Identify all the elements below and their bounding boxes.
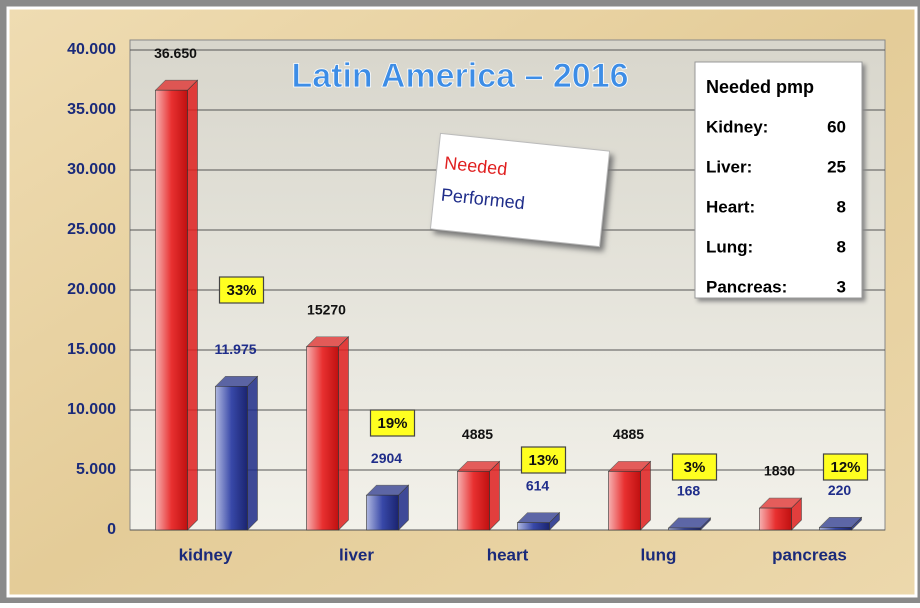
annotation: 19% [377,415,407,432]
chart-title: Latin America – 2016 [291,57,628,95]
bar [306,346,339,531]
info-label: Heart: [706,197,755,216]
annotation-box [520,446,567,474]
info-label: Liver: [706,157,752,176]
info-title: Needed pmp [706,77,814,97]
x-tick-label: liver [339,545,374,564]
bar [457,471,490,531]
bar [608,471,641,531]
annotation: 13% [528,452,558,469]
bar [155,89,188,531]
legend-box [429,132,611,248]
bar [215,385,248,531]
annotation: 33% [226,282,256,299]
bar [366,494,399,531]
value-label: 1830 [764,463,795,479]
info-value: 3 [837,277,846,296]
info-box-bg [694,61,863,299]
y-tick-label: 5.000 [76,461,116,478]
value-label: 168 [677,483,701,499]
bar [668,527,701,531]
y-tick-label: 10.000 [67,401,116,418]
y-tick-label: 30.000 [67,161,116,178]
y-tick-label: 20.000 [67,281,116,298]
value-label: 220 [828,482,852,498]
bar-side [338,336,349,531]
legend: Needed Performed [429,132,611,248]
x-tick-label: heart [487,545,529,564]
y-tick-label: 15.000 [67,341,116,358]
y-tick-label: 25.000 [67,221,116,238]
annotation-box [369,409,416,437]
value-label: 2904 [371,450,402,466]
value-label: 36.650 [154,45,197,61]
annotation-box [822,453,869,481]
bar-side [640,460,651,531]
info-value: 8 [837,197,846,216]
value-label: 4885 [462,426,493,442]
y-tick-label: 35.000 [67,101,116,118]
info-label: Lung: [706,237,753,256]
info-value: 8 [837,237,846,256]
info-label: Kidney: [706,117,768,136]
info-label: Pancreas: [706,277,787,296]
annotation: 12% [830,459,860,476]
y-tick-label: 40.000 [67,41,116,58]
info-box: Needed pmp Kidney: 60 Liver: 25 Heart: 8 Lung:… [694,61,863,299]
info-value: 25 [827,157,846,176]
bar [517,522,550,531]
value-label: 614 [526,477,550,493]
value-label: 4885 [613,426,644,442]
info-value: 60 [827,117,846,136]
bar-side [247,375,258,531]
value-label: 15270 [307,301,346,317]
annotation-box [218,276,265,304]
annotation-box [671,453,718,481]
bar-side [187,79,198,531]
value-label: 11.975 [214,341,256,357]
bar [759,507,792,531]
x-tick-label: lung [641,545,677,564]
bar [819,527,852,531]
y-tick-label: 0 [107,521,116,538]
bar-side [489,460,500,531]
annotation: 3% [684,459,706,476]
x-tick-label: kidney [179,545,233,564]
x-tick-label: pancreas [772,545,847,564]
